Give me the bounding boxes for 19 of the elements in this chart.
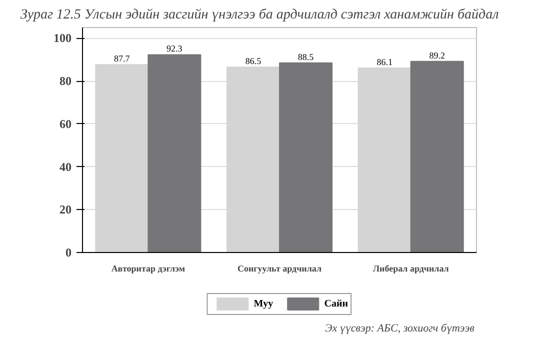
data-label: 92.3	[166, 44, 183, 54]
y-tick-label: 60	[60, 116, 72, 131]
y-tick-label: 100	[54, 31, 72, 46]
data-label: 86.5	[245, 56, 262, 66]
legend-label: Муу	[254, 298, 274, 310]
x-tick-label: Авторитар дэглэм	[111, 264, 186, 274]
x-tick-label: Сонгуульт ардчилал	[237, 264, 322, 274]
y-tick-label: 20	[60, 202, 72, 217]
text: Эх үүсвэр: АБС, зохиогч бүтээв	[325, 322, 475, 334]
y-tick-label: 0	[66, 246, 72, 260]
chart-title: Зураг 12.5 Улсын эдийн засгийн үнэлгээ ба ардчилалд сэтгэл ханамжийн байдал	[20, 8, 499, 22]
x-tick-label: Либерал ардчилал	[372, 264, 449, 274]
y-tick-label: 40	[60, 160, 72, 174]
y-tick-label: 80	[60, 74, 72, 88]
data-label: 89.2	[429, 50, 445, 60]
legend-label: Сайн	[324, 298, 348, 310]
data-label: 88.5	[298, 52, 314, 62]
data-label: 86.1	[376, 57, 392, 67]
data-label: 87.7	[114, 54, 130, 64]
